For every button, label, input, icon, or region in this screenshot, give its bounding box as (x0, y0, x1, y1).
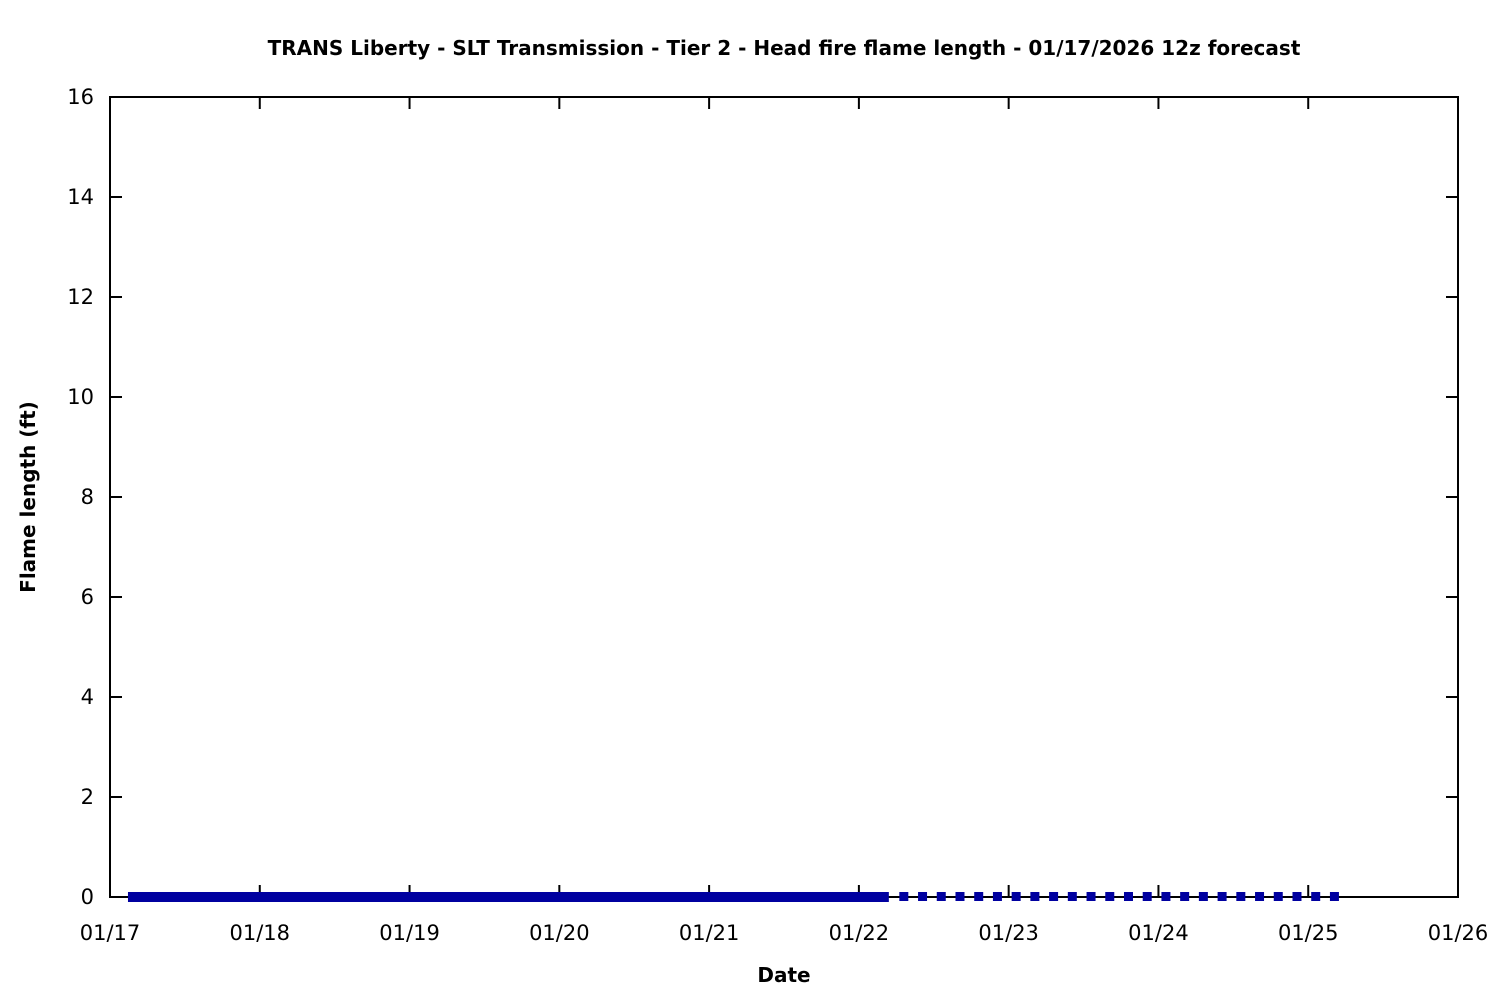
y-tick-label: 2 (81, 785, 94, 809)
flame-length-dash-marker (1217, 892, 1227, 901)
flame-length-dash-marker (899, 892, 909, 901)
flame-length-dash-marker (1255, 892, 1265, 901)
chart-title: TRANS Liberty - SLT Transmission - Tier … (267, 36, 1301, 60)
x-tick-label: 01/24 (1128, 921, 1189, 945)
x-tick-label: 01/17 (80, 921, 141, 945)
flame-length-dash-marker (1292, 892, 1302, 901)
x-tick-label: 01/20 (529, 921, 590, 945)
flame-length-dash-marker (1011, 892, 1021, 901)
flame-length-dash-marker (1180, 892, 1190, 901)
flame-length-dash-marker (955, 892, 965, 901)
x-tick-label: 01/21 (679, 921, 740, 945)
flame-length-dash-marker (992, 892, 1002, 901)
flame-length-dash-marker (1161, 892, 1171, 901)
x-tick-label: 01/23 (978, 921, 1039, 945)
flame-length-dash-marker (1105, 892, 1115, 901)
y-tick-label: 12 (67, 285, 94, 309)
y-tick-label: 10 (67, 385, 94, 409)
y-tick-label: 6 (81, 585, 94, 609)
flame-length-dash-marker (1142, 892, 1152, 901)
plot-border (109, 96, 1459, 898)
x-tick-label: 01/18 (230, 921, 291, 945)
x-tick-label: 01/26 (1428, 921, 1489, 945)
y-tick-label: 4 (81, 685, 94, 709)
flame-length-dash-marker (1067, 892, 1077, 901)
y-tick-label: 14 (67, 185, 94, 209)
flame-length-dash-marker (1049, 892, 1059, 901)
x-tick-label: 01/19 (379, 921, 440, 945)
flame-length-dash-marker (1273, 892, 1283, 901)
flame-length-dash-marker (1198, 892, 1208, 901)
flame-length-dash-marker (936, 892, 946, 901)
x-axis-label: Date (757, 963, 811, 987)
flame-length-dash-marker (974, 892, 984, 901)
flame-length-dash-marker (1329, 892, 1339, 901)
y-tick-label: 16 (67, 85, 94, 109)
y-tick-label: 8 (81, 485, 94, 509)
x-tick-label: 01/25 (1278, 921, 1339, 945)
flame-length-dash-marker (1086, 892, 1096, 901)
y-tick-label: 0 (81, 885, 94, 909)
flame-length-dash-marker (1030, 892, 1040, 901)
x-tick-label: 01/22 (829, 921, 890, 945)
flame-length-dash-marker (1123, 892, 1133, 901)
flame-length-dash-marker (1236, 892, 1246, 901)
flame-length-dash-marker (1311, 892, 1321, 901)
flame-length-dash-marker (918, 892, 928, 901)
